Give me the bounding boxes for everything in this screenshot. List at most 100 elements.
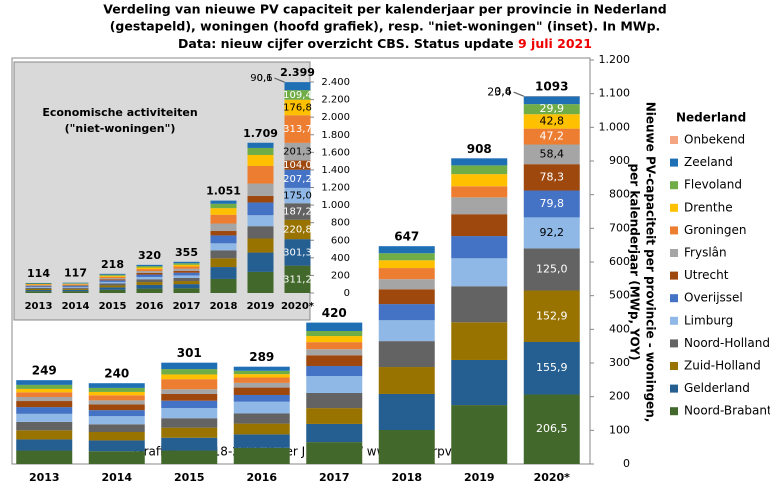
bar-segment <box>88 383 145 388</box>
bar-segment <box>99 280 126 282</box>
legend-label: Limburg <box>684 313 733 327</box>
bar-segment <box>136 272 163 275</box>
x-tick-label: 2015 <box>174 471 205 484</box>
bar-segment <box>16 407 73 414</box>
bar-segment <box>210 278 237 293</box>
legend-label: Zeeland <box>684 155 733 169</box>
x-tick-label: 2019 <box>247 301 275 312</box>
bar-segment <box>233 370 290 375</box>
bar-segment <box>25 283 52 285</box>
bar-segment <box>99 283 126 286</box>
bar-segment <box>378 320 435 342</box>
bar-segment <box>210 250 237 259</box>
legend-label: Onbekend <box>684 133 745 147</box>
bar-segment <box>284 115 311 143</box>
total-label: 249 <box>32 364 57 378</box>
bar-segment <box>233 434 290 448</box>
bar-segment <box>99 289 126 293</box>
bar-segment <box>306 355 363 367</box>
legend-swatch <box>670 203 678 212</box>
bar-segment <box>161 400 218 409</box>
bar-segment <box>173 268 200 271</box>
bar-segment <box>451 359 508 406</box>
legend-label: Utrecht <box>684 268 729 282</box>
bar-segment <box>247 165 274 184</box>
x-tick-label: 2020* <box>534 471 571 484</box>
bar-segment <box>378 341 435 368</box>
bar-segment <box>451 322 508 360</box>
bar-segment <box>88 432 145 441</box>
x-tick-label: 2018 <box>391 471 422 484</box>
total-label: 1.051 <box>206 185 241 198</box>
bar-segment <box>173 264 200 267</box>
bar-segment <box>233 394 290 402</box>
value-label: 109,4 <box>283 90 312 101</box>
bar-segment <box>161 389 218 394</box>
bar-segment <box>136 264 163 267</box>
bar-segment <box>247 154 274 166</box>
legend-swatch <box>670 339 678 348</box>
bar-segment <box>173 261 200 264</box>
y-tick-label: 1.200 <box>321 183 350 194</box>
bar-segment <box>161 427 218 438</box>
bar-segment <box>16 380 73 385</box>
bar-segment <box>378 429 435 464</box>
bar-segment <box>173 266 200 269</box>
bar-segment <box>136 267 163 270</box>
x-tick-label: 2017 <box>173 301 201 312</box>
bar-segment <box>173 272 200 276</box>
bar-segment <box>161 437 218 451</box>
total-label: 1.709 <box>243 127 278 140</box>
bar-segment <box>62 291 89 293</box>
y-tick-label: 0 <box>623 457 630 470</box>
y-tick-label: 1.800 <box>321 130 350 141</box>
bar-segment <box>136 279 163 283</box>
bar-segment <box>136 282 163 285</box>
bar-segment <box>451 197 508 215</box>
bar-segment <box>451 165 508 175</box>
y-tick-label: 200 <box>609 390 630 403</box>
y-tick-label: 800 <box>609 188 630 201</box>
bar-segment <box>284 169 311 188</box>
bar-segment <box>284 82 311 91</box>
bar-segment <box>378 253 435 261</box>
bar-segment <box>173 263 200 265</box>
bar-segment <box>306 408 363 424</box>
total-label: 117 <box>64 267 87 280</box>
bar-segment <box>284 187 311 204</box>
x-tick-label: 2014 <box>62 301 90 312</box>
bar-segment <box>161 393 218 401</box>
value-label: 47,2 <box>540 130 565 143</box>
legend-swatch <box>670 226 678 235</box>
bar-segment <box>136 276 163 280</box>
value-label: 311,2 <box>283 274 312 285</box>
bar-segment <box>233 377 290 383</box>
title-text: Data: nieuw cijfer overzicht CBS. Status… <box>178 36 518 51</box>
bar-segment <box>210 203 237 209</box>
bar-segment <box>25 291 52 293</box>
bar-segment <box>16 384 73 389</box>
bar-segment <box>523 114 580 129</box>
bar-segment <box>62 283 89 285</box>
legend-swatch <box>670 316 678 325</box>
bar-segment <box>523 190 580 218</box>
y-tick-label: 900 <box>609 154 630 167</box>
y-tick-label: 1.000 <box>599 120 631 133</box>
legend-label: Groningen <box>684 223 746 237</box>
y2-axis-label: per kalenderjaar (MWp, YOY) <box>628 164 642 361</box>
bar-segment <box>16 430 73 440</box>
value-label: 42,8 <box>540 114 565 127</box>
bar-segment <box>88 451 145 464</box>
bar-segment <box>523 96 580 105</box>
bar-segment <box>16 397 73 402</box>
value-label: 90,6 <box>250 73 272 84</box>
bar-segment <box>62 286 89 287</box>
value-label: 175,0 <box>283 191 312 202</box>
legend-swatch <box>670 384 678 393</box>
x-tick-label: 2017 <box>319 471 350 484</box>
value-label: 79,8 <box>540 197 565 210</box>
bar-segment <box>16 401 73 408</box>
x-tick-label: 2015 <box>99 301 127 312</box>
y-tick-label: 1.400 <box>321 165 350 176</box>
y-tick-label: 2.000 <box>321 112 350 123</box>
